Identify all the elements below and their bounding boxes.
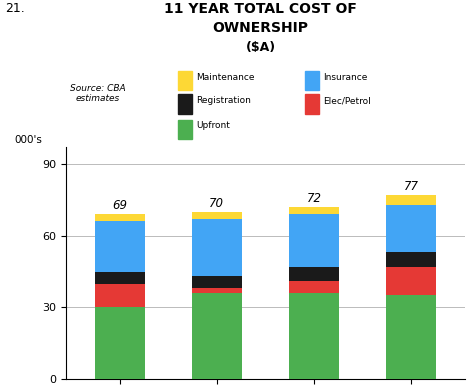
Bar	[94, 272, 145, 284]
Bar	[191, 212, 242, 219]
Text: 69: 69	[112, 199, 128, 212]
Bar	[191, 276, 242, 288]
Bar	[94, 221, 145, 272]
Bar	[178, 94, 192, 114]
Text: Insurance: Insurance	[323, 72, 367, 82]
Text: Upfront: Upfront	[196, 121, 229, 130]
Bar	[178, 120, 192, 139]
Bar	[289, 207, 339, 214]
Bar	[289, 214, 339, 267]
Text: 000's: 000's	[15, 135, 43, 145]
Text: OWNERSHIP: OWNERSHIP	[213, 21, 309, 35]
Text: 70: 70	[210, 197, 224, 210]
Text: 77: 77	[403, 180, 419, 193]
Bar	[191, 288, 242, 293]
Bar	[191, 219, 242, 276]
Text: Registration: Registration	[196, 96, 251, 105]
Bar	[289, 267, 339, 281]
Bar	[386, 267, 437, 296]
Text: Elec/Petrol: Elec/Petrol	[323, 96, 371, 105]
Bar	[94, 307, 145, 379]
Bar	[305, 71, 319, 90]
Bar	[305, 94, 319, 114]
Bar	[289, 293, 339, 379]
Text: Maintenance: Maintenance	[196, 72, 254, 82]
Bar	[386, 252, 437, 267]
Text: ($A): ($A)	[246, 41, 276, 54]
Bar	[289, 281, 339, 293]
Bar	[178, 71, 192, 90]
Text: Source: CBA
estimates: Source: CBA estimates	[70, 84, 126, 103]
Text: 11 YEAR TOTAL COST OF: 11 YEAR TOTAL COST OF	[164, 2, 357, 16]
Bar	[386, 296, 437, 379]
Bar	[94, 214, 145, 221]
Bar	[191, 293, 242, 379]
Bar	[386, 204, 437, 252]
Bar	[386, 195, 437, 204]
Text: 21.: 21.	[5, 2, 25, 15]
Bar	[94, 284, 145, 307]
Text: 72: 72	[307, 192, 321, 205]
